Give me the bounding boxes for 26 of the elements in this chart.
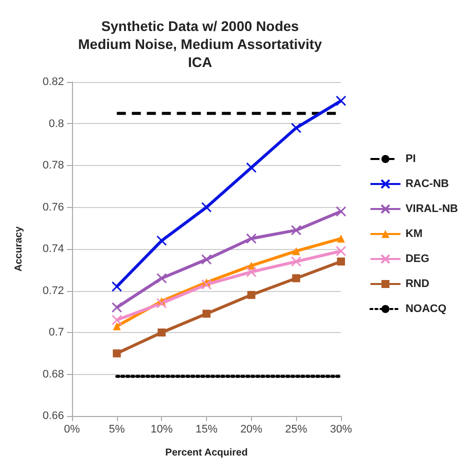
y-tick-label: 0.7: [48, 326, 64, 338]
y-axis-title: Accuracy: [14, 226, 24, 272]
legend-label: RND: [405, 278, 430, 290]
legend-label: KM: [405, 228, 423, 240]
y-tick-label: 0.68: [42, 368, 64, 380]
y-tick-label: 0.76: [42, 201, 64, 214]
x-tick-label: 5%: [108, 424, 125, 436]
legend-label: NOACQ: [405, 303, 447, 315]
legend-label: PI: [405, 153, 416, 165]
legend-label: DEG: [405, 253, 430, 265]
x-tick-label: 15%: [195, 424, 218, 436]
legend-label: VIRAL-NB: [405, 203, 458, 215]
x-axis-title: Percent Acquired: [165, 448, 248, 458]
chart-title: Synthetic Data w/ 2000 Nodes Medium Noise, Medium Assortativity ICA: [78, 18, 322, 70]
x-tick-label: 25%: [285, 424, 308, 436]
y-tick-label: 0.72: [42, 284, 64, 297]
x-tick-label: 20%: [240, 424, 263, 436]
y-tick-label: 0.82: [42, 76, 64, 88]
legend-label: RAC-NB: [405, 178, 449, 190]
y-tick-label: 0.8: [48, 118, 64, 130]
y-tick-label: 0.66: [42, 410, 64, 422]
y-tick-label: 0.74: [42, 243, 64, 255]
x-tick-label: 10%: [150, 424, 173, 436]
x-tick-label: 0%: [64, 424, 80, 436]
x-tick-label: 30%: [330, 424, 352, 436]
y-tick-label: 0.78: [42, 160, 64, 172]
